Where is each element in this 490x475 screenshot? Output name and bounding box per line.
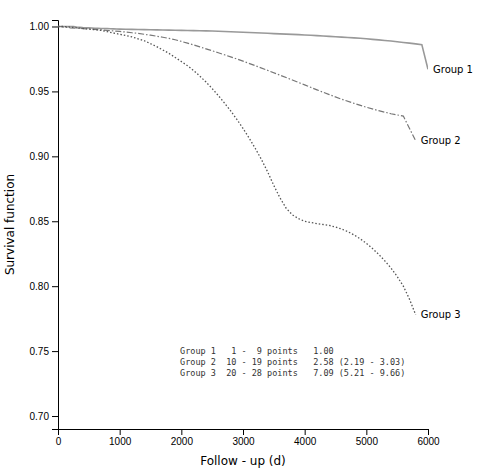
x-axis-tick-mark <box>243 429 244 435</box>
plot: 0 1000 2000 3000 4000 5000 6000 0.70 0.75 0.80 0.8… <box>3 21 473 469</box>
x-axis-tick-label: 0 <box>56 436 62 447</box>
y-axis-tick-mark <box>52 416 58 417</box>
y-axis-title: Survival function <box>3 174 17 275</box>
y-axis-tick-label: 0.85 <box>30 216 50 227</box>
x-axis-tick: 3000 <box>232 429 255 447</box>
y-axis-tick: 0.80 <box>30 281 58 292</box>
x-axis-tick: 2000 <box>171 429 194 447</box>
x-axis-tick-mark <box>428 429 429 435</box>
series-label: Group 2 <box>421 135 461 146</box>
x-axis-tick: 4000 <box>294 429 317 447</box>
x-axis-title: Follow - up (d) <box>200 454 286 468</box>
series-line <box>58 26 416 140</box>
x-axis-tick: 0 <box>56 429 62 447</box>
x-axis-tick-mark <box>305 429 306 435</box>
annotation: Group 3 20 - 28 points 7.09 (5.21 - 9.66… <box>180 368 405 378</box>
y-axis-tick-mark <box>52 221 58 222</box>
series-label: Group 3 <box>421 309 461 320</box>
x-axis-tick-mark <box>181 429 182 435</box>
y-axis-tick: 0.90 <box>30 151 58 162</box>
x-axis-tick: 1000 <box>109 429 132 447</box>
series-label: Group 1 <box>433 64 473 75</box>
y-axis: 0.70 0.75 0.80 0.85 0.90 0.95 1.00 <box>30 21 59 430</box>
y-axis-tick-label: 0.70 <box>30 411 50 422</box>
x-axis-tick-mark <box>366 429 367 435</box>
x-axis-tick-label: 5000 <box>356 436 379 447</box>
y-axis-line <box>52 21 59 430</box>
chart: 0 1000 2000 3000 4000 5000 6000 0.70 0.75 0.80 0.8… <box>0 0 490 475</box>
series-line <box>58 26 428 69</box>
y-axis-tick: 0.95 <box>30 86 58 97</box>
y-axis-tick-label: 0.90 <box>30 151 50 162</box>
x-axis: 0 1000 2000 3000 4000 5000 6000 <box>56 429 440 447</box>
x-axis-tick-label: 6000 <box>417 436 440 447</box>
x-axis-tick: 5000 <box>356 429 379 447</box>
lines <box>58 26 428 314</box>
y-axis-tick: 0.75 <box>30 346 58 357</box>
x-axis-tick-label: 1000 <box>109 436 132 447</box>
y-axis-tick-label: 0.95 <box>30 86 50 97</box>
x-axis-tick-label: 2000 <box>171 436 194 447</box>
y-axis-tick-mark <box>52 156 58 157</box>
x-axis-tick: 6000 <box>417 429 440 447</box>
y-axis-tick: 1.00 <box>30 21 58 32</box>
y-axis-tick: 0.85 <box>30 216 58 227</box>
x-axis-line <box>59 430 429 436</box>
y-axis-tick: 0.70 <box>30 411 58 422</box>
series-line <box>58 26 416 314</box>
y-axis-tick-mark <box>52 286 58 287</box>
y-axis-tick-mark <box>52 91 58 92</box>
annotation: Group 2 10 - 19 points 2.58 (2.19 - 3.03… <box>180 357 405 367</box>
y-axis-tick-mark <box>52 26 58 27</box>
annotation: Group 1 1 - 9 points 1.00 <box>180 346 334 356</box>
x-axis-tick-label: 3000 <box>232 436 255 447</box>
annotation-block: Group 1 1 - 9 points 1.00Group 2 10 - 19… <box>180 346 405 378</box>
x-axis-tick-mark <box>120 429 121 435</box>
y-axis-tick-mark <box>52 351 58 352</box>
y-axis-tick-label: 0.80 <box>30 281 50 292</box>
x-axis-tick-label: 4000 <box>294 436 317 447</box>
y-axis-tick-label: 0.75 <box>30 346 50 357</box>
y-axis-tick-label: 1.00 <box>30 21 50 32</box>
